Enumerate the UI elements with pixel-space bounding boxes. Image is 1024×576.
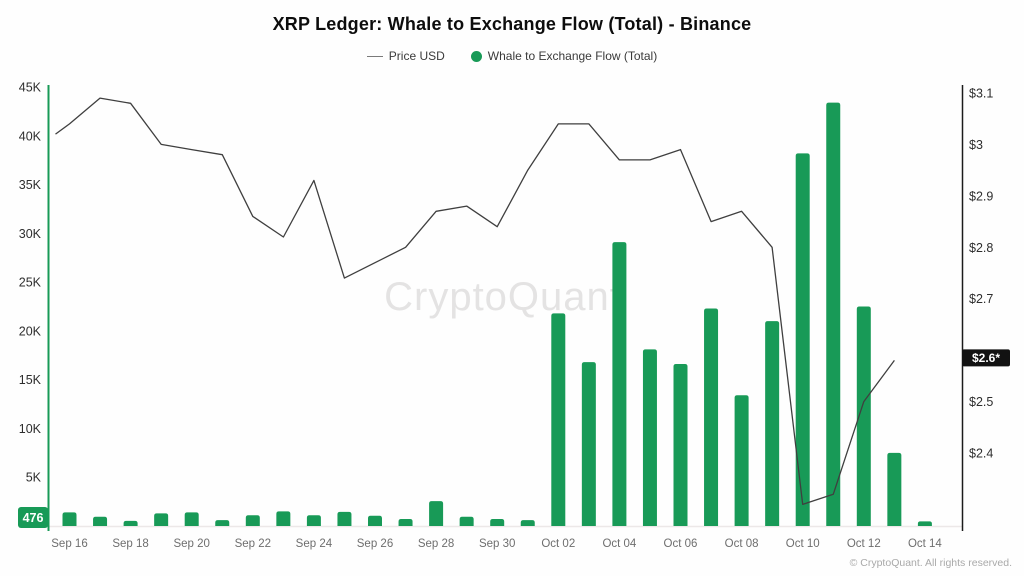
right-axis-tick-label: $2.5: [969, 395, 993, 409]
flow-bar-sep-29: [459, 516, 474, 526]
x-axis-label: Oct 14: [908, 538, 942, 550]
right-axis-tick-label: $3: [969, 138, 983, 152]
flow-bar-oct-13: [887, 452, 902, 526]
x-axis-label: Oct 12: [847, 538, 881, 550]
legend-label-price: Price USD: [388, 49, 445, 63]
x-axis-label: Oct 04: [602, 538, 636, 550]
x-axis-label: Oct 08: [725, 538, 759, 550]
x-axis-label: Sep 26: [357, 538, 393, 550]
left-axis-tick-label: 15K: [19, 373, 42, 387]
flow-bar-sep-20: [184, 512, 199, 526]
x-axis-label: Sep 20: [173, 538, 209, 550]
flow-bar-sep-30: [490, 518, 505, 526]
price-line: [55, 97, 895, 506]
flow-bar-sep-22: [245, 515, 260, 526]
flow-bar-sep-23: [276, 511, 291, 526]
page-title: XRP Ledger: Whale to Exchange Flow (Tota…: [272, 14, 752, 34]
flow-bar-sep-27: [398, 518, 413, 526]
flow-bar-sep-26: [368, 515, 382, 526]
left-axis-tick-label: 20K: [19, 324, 42, 338]
flow-bar-oct-06: [673, 364, 688, 526]
flow-bar-oct-11: [826, 102, 841, 526]
right-axis-tick-label: $2.8: [969, 241, 993, 255]
flow-bar-oct-02: [551, 313, 566, 526]
left-axis-tick-label: 30K: [19, 227, 42, 241]
flow-bar-sep-17: [93, 516, 108, 526]
x-axis-label: Sep 18: [112, 538, 148, 550]
legend-label-flow: Whale to Exchange Flow (Total): [487, 49, 658, 63]
flow-bar-oct-08: [734, 395, 749, 526]
right-axis-current-badge: [962, 349, 1010, 367]
flow-bar-sep-24: [306, 515, 321, 526]
flow-bars-group: [62, 102, 932, 527]
right-axis-tick-label: $2.9: [969, 189, 993, 203]
flow-bar-oct-10: [795, 153, 810, 527]
flow-bar-sep-19: [154, 513, 169, 526]
legend-item-price[interactable]: Price USD: [366, 49, 445, 63]
left-axis-tick-label: 45K: [19, 81, 42, 95]
right-axis-tick-label: $2.4: [969, 447, 993, 461]
x-axis-label: Oct 06: [664, 538, 698, 550]
flow-bar-oct-12: [856, 306, 871, 526]
left-axis-tick-label: 25K: [19, 276, 42, 290]
right-axis-tick-label: $2.7: [969, 292, 993, 306]
x-axis-label: Sep 22: [235, 538, 271, 550]
flow-bar-sep-25: [337, 511, 352, 526]
price-line-swatch-icon: [366, 55, 383, 57]
flow-bar-oct-04: [612, 242, 627, 526]
flow-bar-sep-28: [429, 501, 444, 526]
left-axis-tick-label: 35K: [19, 178, 42, 192]
x-axis-label: Sep 28: [418, 538, 454, 550]
x-axis-label: Oct 02: [541, 538, 575, 550]
x-axis-label: Oct 10: [786, 538, 820, 550]
left-axis-current-badge-label: 476: [23, 511, 44, 525]
left-axis-tick-label: 10K: [19, 422, 42, 436]
legend-item-flow[interactable]: Whale to Exchange Flow (Total): [470, 49, 658, 63]
x-axis-label: Sep 16: [51, 538, 87, 550]
right-axis-current-badge-label: $2.6*: [972, 351, 1000, 365]
left-axis-tick-label: 40K: [19, 129, 42, 143]
flow-bar-sep-16: [62, 512, 77, 526]
x-axis-label: Sep 30: [479, 538, 515, 550]
flow-bar-oct-01: [520, 520, 535, 526]
flow-dot-swatch-icon: [470, 50, 482, 62]
watermark: CryptoQuant: [384, 275, 622, 319]
left-axis-current-badge: [18, 507, 48, 528]
legend: Price USD Whale to Exchange Flow (Total): [0, 49, 1024, 63]
left-axis-tick-label: 5K: [26, 471, 42, 485]
x-axis-label: Sep 24: [296, 538, 333, 550]
flow-bar-oct-09: [765, 321, 780, 526]
flow-bar-oct-14: [917, 521, 932, 526]
copyright-text: © CryptoQuant. All rights reserved.: [849, 557, 1012, 569]
flow-bar-oct-03: [581, 362, 596, 526]
flow-bar-oct-05: [642, 349, 657, 526]
right-axis-tick-label: $3.1: [969, 87, 993, 101]
flow-bar-sep-18: [123, 520, 138, 526]
flow-bar-sep-21: [215, 520, 230, 526]
flow-bar-oct-07: [704, 308, 719, 526]
